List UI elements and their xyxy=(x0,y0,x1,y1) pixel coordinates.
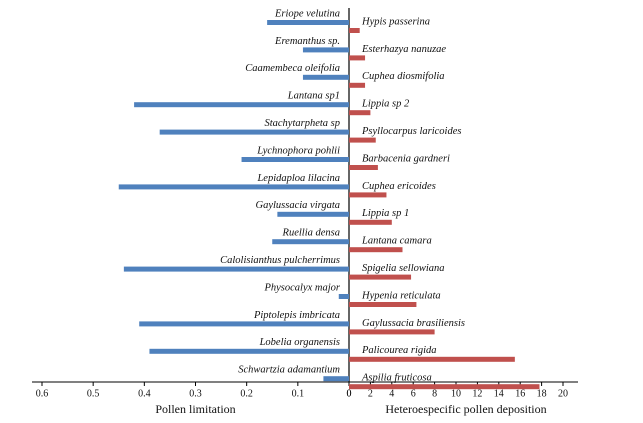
species-label: Psyllocarpus laricoides xyxy=(361,126,461,137)
x-tick-label: 8 xyxy=(432,388,437,399)
species-label: Gaylussacia virgata xyxy=(256,200,340,211)
bar xyxy=(338,294,349,299)
x-tick-label: 0.3 xyxy=(189,388,202,399)
species-label: Lippia sp 1 xyxy=(361,208,409,219)
bar xyxy=(159,129,349,135)
bar xyxy=(349,247,403,253)
species-label: Cuphea ericoides xyxy=(362,181,436,192)
species-label: Ruellia densa xyxy=(282,228,340,239)
bar xyxy=(349,384,540,390)
bar xyxy=(349,356,515,362)
species-label: Lychnophora pohlii xyxy=(256,145,340,156)
species-label: Piptolepis imbricata xyxy=(253,310,340,321)
bar xyxy=(349,274,412,280)
bar xyxy=(349,219,392,225)
species-label: Caamembeca oleifolia xyxy=(245,63,340,74)
species-label: Hypenia reticulata xyxy=(361,290,441,301)
bar xyxy=(123,266,349,272)
bar xyxy=(349,82,366,88)
species-label: Eriope velutina xyxy=(274,8,340,19)
x-tick-label: 10 xyxy=(451,388,461,399)
x-axis-label: Heteroespecific pollen deposition xyxy=(385,402,546,416)
bar xyxy=(134,102,349,108)
x-tick-label: 6 xyxy=(411,388,416,399)
species-label: Calolisianthus pulcherrimus xyxy=(220,255,340,266)
species-label: Cuphea diosmifolia xyxy=(362,71,445,82)
species-label: Stachytarpheta sp xyxy=(264,118,340,129)
x-tick-label: 12 xyxy=(472,388,482,399)
species-label: Aspilia fruticosa xyxy=(361,373,432,384)
species-label: Lantana camara xyxy=(361,236,432,247)
x-tick-label: 0.2 xyxy=(240,388,253,399)
x-tick-label: 2 xyxy=(368,388,373,399)
bar xyxy=(349,55,366,61)
x-tick-label: 20 xyxy=(558,388,568,399)
species-label: Hypis passerina xyxy=(361,16,430,27)
x-tick-label: 0.4 xyxy=(138,388,151,399)
bar xyxy=(349,302,417,307)
species-label: Lobelia organensis xyxy=(259,337,340,348)
bar xyxy=(349,192,387,198)
bar xyxy=(302,47,349,53)
bar xyxy=(349,165,378,170)
bar xyxy=(323,376,349,382)
x-tick-label: 16 xyxy=(515,388,525,399)
species-label: Lantana sp1 xyxy=(287,91,340,102)
bar xyxy=(349,137,376,143)
bar xyxy=(277,211,349,217)
x-tick-label: 0.1 xyxy=(292,388,305,399)
bar xyxy=(267,20,349,25)
species-label: Gaylussacia brasiliensis xyxy=(362,318,465,329)
bar xyxy=(349,329,435,335)
x-tick-label: 14 xyxy=(494,388,504,399)
species-label: Physocalyx major xyxy=(263,282,340,293)
species-label: Spigelia sellowiana xyxy=(362,263,445,274)
x-axis-label: Pollen limitation xyxy=(155,402,235,416)
bar xyxy=(349,28,360,33)
bar xyxy=(349,110,371,116)
bar xyxy=(241,157,349,162)
species-label: Schwartzia adamantium xyxy=(238,365,340,376)
species-label: Lepidaploa lilacina xyxy=(256,173,340,184)
x-tick-label: 4 xyxy=(389,388,394,399)
species-label: Palicourea rigida xyxy=(361,345,437,356)
x-tick-label: 0.6 xyxy=(36,388,49,399)
species-label: Eremanthus sp. xyxy=(274,36,340,47)
bar xyxy=(118,184,349,190)
bar xyxy=(139,321,349,327)
bar xyxy=(149,348,349,354)
x-tick-label: 0 xyxy=(347,388,352,399)
bar xyxy=(302,74,349,80)
x-tick-label: 0 xyxy=(347,388,352,399)
species-label: Barbacenia gardneri xyxy=(362,153,450,164)
bar xyxy=(272,239,349,245)
species-label: Lippia sp 2 xyxy=(361,99,410,110)
species-label: Esterhazya nanuzae xyxy=(361,44,446,55)
x-tick-label: 18 xyxy=(537,388,547,399)
x-tick-label: 0.5 xyxy=(87,388,100,399)
